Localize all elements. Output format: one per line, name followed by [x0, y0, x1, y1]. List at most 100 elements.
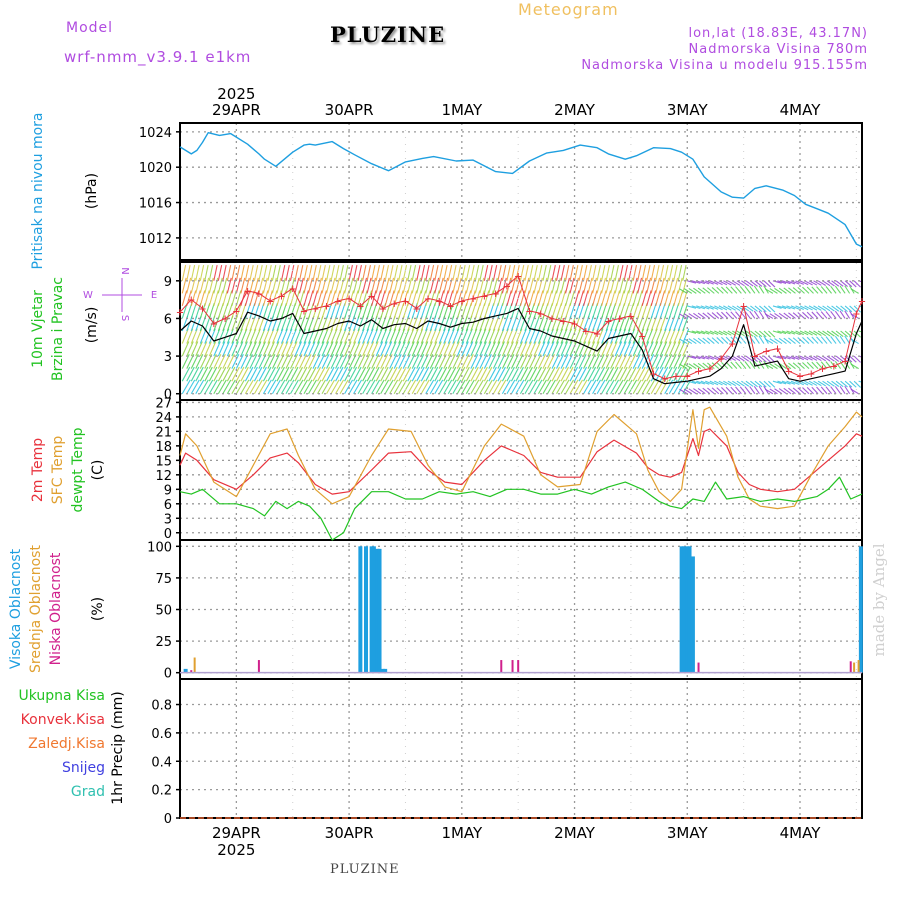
wind-barb [596, 328, 604, 344]
wind-barb [479, 277, 485, 294]
wind-barb [429, 265, 435, 281]
wind-barb [483, 265, 489, 281]
wind-barb [709, 380, 719, 386]
wind-barb [641, 379, 651, 395]
wind-barb [425, 366, 434, 382]
wind-barb [465, 290, 472, 307]
wind-barb [822, 305, 831, 312]
wind-barb [276, 328, 284, 344]
wind-barb [429, 328, 437, 344]
wind-barb [565, 341, 573, 357]
wind-barb [786, 380, 796, 385]
top-year-label: 2025 [217, 85, 255, 103]
wind-barb [758, 335, 765, 344]
wind-barb [605, 265, 610, 281]
wind-barb [610, 341, 618, 357]
wind-barb [551, 354, 560, 369]
wind-barb [778, 287, 787, 294]
wind-barb [420, 277, 426, 294]
wind-barb [745, 355, 754, 362]
wind-barb [492, 379, 502, 395]
wind-barb [664, 290, 670, 307]
wind-barb [371, 328, 379, 344]
wind-barb [830, 361, 837, 369]
wind-barb [204, 277, 210, 294]
bottom-day-label: 2MAY [554, 824, 596, 842]
wind-barb [849, 305, 857, 313]
wind-barb [357, 290, 364, 307]
wind-barb [619, 328, 627, 344]
wind-barb [777, 305, 787, 310]
wind-barb [262, 366, 272, 382]
wind-barb [835, 280, 844, 287]
wind-barb [510, 341, 519, 357]
temp-2m-line [179, 428, 863, 495]
wind-barb [646, 265, 651, 281]
wind-barb [646, 290, 652, 307]
wind-barb [839, 385, 846, 395]
wind-barb [267, 366, 276, 382]
wind-barb [632, 366, 642, 382]
top-day-label: 4MAY [780, 101, 822, 119]
wind-arrows-layer [181, 265, 862, 395]
gust-marker: + [853, 306, 860, 320]
wind-barb [249, 366, 258, 382]
wind-barb [528, 328, 536, 344]
wind-barb [578, 290, 584, 307]
wind-barb [285, 379, 295, 395]
wind-barb [735, 361, 742, 369]
wind-barb [537, 354, 546, 369]
wind-barb [707, 337, 715, 344]
wind-barb [736, 355, 745, 362]
wind-barb [542, 354, 551, 369]
wind-barb [700, 330, 710, 335]
wind-barb [537, 341, 546, 357]
gust-marker: + [661, 372, 668, 386]
wind-barb [772, 305, 782, 309]
gust-marker: + [469, 291, 476, 305]
wind-barb [741, 355, 750, 362]
wind-barb [371, 366, 380, 382]
wind-barb [447, 379, 457, 395]
wind-barb [213, 354, 222, 369]
wind-barb [479, 354, 488, 369]
wind-barb [253, 265, 259, 281]
wind-barb [217, 341, 226, 357]
temp-axis-label-3: dewpt Temp [70, 427, 86, 512]
wind-barb [697, 287, 706, 294]
gust-marker: + [199, 301, 206, 315]
wind-barb [709, 330, 719, 336]
wind-barb [569, 328, 577, 344]
wind-barb [501, 290, 508, 307]
wind-barb [799, 355, 809, 361]
wind-barb [222, 290, 228, 307]
wind-barb [693, 363, 702, 370]
wind-barb [628, 265, 633, 281]
wind-barb [808, 305, 818, 311]
wind-barb [326, 290, 332, 307]
wind-barb [353, 277, 359, 294]
wind-barb [190, 328, 198, 344]
wind-barb [497, 341, 505, 357]
wind-barb [583, 341, 591, 357]
wind-barb [601, 341, 609, 357]
gust-marker: + [526, 304, 533, 318]
wind-barb [474, 379, 484, 395]
wind-barb [181, 366, 191, 382]
grid-layer [179, 123, 862, 819]
wind-barb [380, 379, 390, 395]
wind-barb [831, 330, 840, 337]
wind-barb [398, 265, 403, 281]
gust-line [179, 275, 863, 380]
wind-barb [479, 265, 484, 281]
wind-barb [483, 341, 492, 357]
wind-barb [707, 312, 715, 319]
wind-barb [816, 336, 823, 344]
wind-barb [479, 366, 488, 382]
wind-barb [438, 341, 447, 357]
wind-barb [506, 379, 516, 395]
wind-barb [465, 341, 474, 357]
wind-barb [811, 336, 819, 344]
wind-barb [326, 341, 334, 357]
wind-barb [208, 341, 217, 357]
